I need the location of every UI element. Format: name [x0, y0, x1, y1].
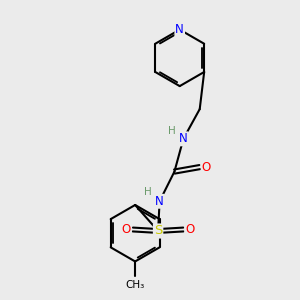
Text: O: O	[122, 223, 131, 236]
Text: N: N	[155, 195, 164, 208]
Text: O: O	[202, 160, 211, 174]
Text: CH₃: CH₃	[125, 280, 145, 290]
Text: S: S	[154, 224, 162, 238]
Text: N: N	[175, 23, 184, 36]
Text: O: O	[185, 223, 194, 236]
Text: H: H	[144, 188, 152, 197]
Text: H: H	[168, 125, 176, 136]
Text: N: N	[179, 132, 188, 146]
